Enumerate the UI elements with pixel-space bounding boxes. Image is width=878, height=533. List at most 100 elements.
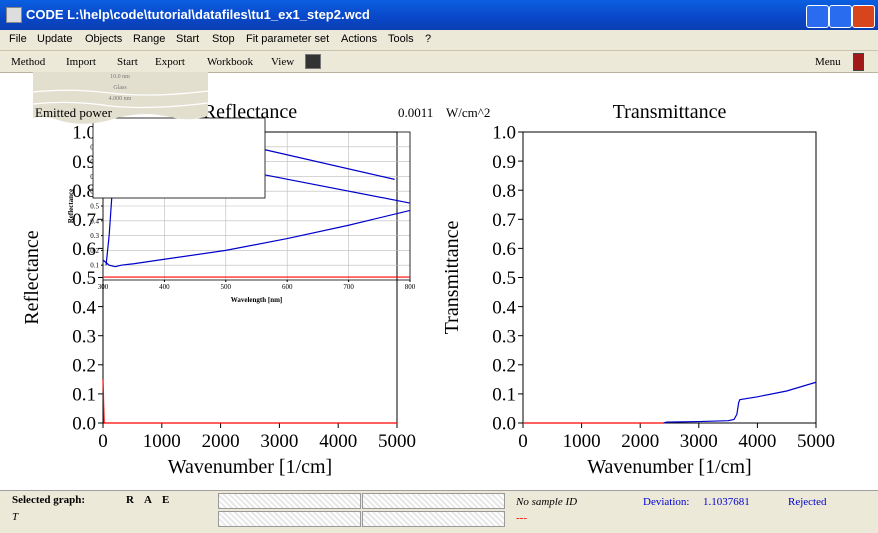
x-axis-label: Wavelength [nm] <box>231 296 283 304</box>
x-tick-label: 400 <box>159 283 170 291</box>
menu-item[interactable]: Actions <box>341 33 378 45</box>
layer-stack <box>33 72 208 124</box>
sample-id: No sample ID <box>516 496 578 508</box>
x-tick-label: 3000 <box>260 431 298 452</box>
overlay-box <box>92 117 266 199</box>
y-tick-label: 0.9 <box>492 152 516 173</box>
y-tick-label: 0.2 <box>72 355 96 376</box>
x-tick-label: 0 <box>518 431 528 452</box>
dashes: --- <box>516 512 527 524</box>
x-tick-label: 4000 <box>319 431 357 452</box>
y-tick-label: 0.8 <box>492 181 516 202</box>
y-tick-label: 1.0 <box>492 123 516 144</box>
menu-icon[interactable] <box>853 53 864 71</box>
close-button[interactable] <box>852 5 875 28</box>
y-tick-label: 0.3 <box>72 326 96 347</box>
view-icon[interactable] <box>305 54 321 69</box>
layer-label: 10.0 nm <box>110 74 130 80</box>
y-axis-label: Transmittance <box>441 221 463 335</box>
scrollbar[interactable] <box>362 511 505 527</box>
y-tick-label: 0.3 <box>492 326 516 347</box>
toolbar-button[interactable]: Menu <box>815 56 841 68</box>
x-tick-label: 700 <box>343 283 354 291</box>
toolbar-button[interactable]: Import <box>66 56 96 68</box>
layer-wave <box>32 89 209 96</box>
selected-label: Selected graph: <box>12 494 86 506</box>
y-tick-label: 0.3 <box>90 232 99 240</box>
menu-item[interactable]: ? <box>425 33 432 45</box>
transmittance-plot: 0.0 0.1 0.2 0.3 0.4 0.5 0.6 0.7 0.8 0.9 1.0 0 1000 20… <box>441 101 835 478</box>
y-tick-label: 1.0 <box>72 123 96 144</box>
fit-result: Rejected <box>788 496 827 508</box>
x-tick-label: 2000 <box>202 431 240 452</box>
y-tick-label: 0.5 <box>72 268 96 289</box>
plot-title: Transmittance <box>613 101 727 123</box>
reflectance-plot: 0.0 0.1 0.2 0.3 0.4 0.5 0.6 0.7 0.8 0.9 1.0 0 1000 20… <box>21 101 416 478</box>
data-line <box>264 174 411 204</box>
x-tick-label: 500 <box>221 283 232 291</box>
x-tick-label: 1000 <box>563 431 601 452</box>
menu-item[interactable]: Stop <box>212 33 235 45</box>
minimize-button[interactable] <box>806 5 829 28</box>
y-tick-label: 0.1 <box>90 262 99 270</box>
toolbar <box>0 51 878 73</box>
toolbar-button[interactable]: Export <box>155 56 185 68</box>
y-tick-label: 0.2 <box>90 247 99 255</box>
y-tick-label: 0.7 <box>72 210 96 231</box>
scrollbar[interactable] <box>218 493 361 509</box>
toolbar-button[interactable]: Method <box>11 56 46 68</box>
x-tick-label: 1000 <box>143 431 181 452</box>
x-tick-label: 800 <box>405 283 416 291</box>
y-tick-label: 0.6 <box>492 239 516 260</box>
y-tick-label: 0.0 <box>72 414 96 435</box>
y-tick-label: 0.5 <box>90 202 99 210</box>
menu-item[interactable]: Range <box>133 33 166 45</box>
menu-item[interactable]: Fit parameter set <box>246 33 330 45</box>
deviation-value: 1.1037681 <box>703 496 750 508</box>
layer-label: Glass <box>113 85 127 91</box>
menu-item[interactable]: Tools <box>388 33 414 45</box>
layer-wave <box>32 101 209 109</box>
x-tick-label: 2000 <box>621 431 659 452</box>
x-tick-label: 5000 <box>378 431 416 452</box>
y-tick-label: 0.1 <box>72 385 96 406</box>
current-graph: T <box>12 511 19 523</box>
menu-item[interactable]: Update <box>37 33 73 45</box>
toolbar-button[interactable]: Workbook <box>207 56 254 68</box>
menu-bar <box>0 30 878 51</box>
emitted-power-value: 0.0011 <box>398 105 433 120</box>
y-tick-label: 0.9 <box>72 152 96 173</box>
y-axis-label: Reflectance <box>21 230 43 324</box>
menu-item[interactable]: Start <box>176 33 200 45</box>
emitted-power-label: Emitted power <box>35 105 113 120</box>
app-icon <box>6 7 22 23</box>
x-tick-label: 300 <box>98 283 109 291</box>
toolbar-button[interactable]: Start <box>117 56 138 68</box>
graph-selector[interactable]: A <box>144 494 152 506</box>
x-axis-label: Wavenumber [1/cm] <box>587 456 751 478</box>
x-tick-label: 3000 <box>680 431 718 452</box>
menu-item[interactable]: Objects <box>85 33 123 45</box>
graph-selector[interactable]: E <box>162 494 170 506</box>
layer-label: 4.000 nm <box>109 96 132 102</box>
x-tick-label: 0 <box>98 431 108 452</box>
y-tick-label: 0.4 <box>492 297 516 318</box>
y-tick-label: 0.5 <box>492 268 516 289</box>
y-tick-label: 0.2 <box>492 355 516 376</box>
y-tick-label: 0.4 <box>90 217 99 225</box>
y-tick-label: 0.7 <box>492 210 516 231</box>
toolbar-button[interactable]: View <box>271 56 295 68</box>
scrollbar[interactable] <box>218 511 361 527</box>
y-axis-label: Reflectance <box>67 189 75 224</box>
data-line <box>663 381 817 424</box>
x-tick-label: 5000 <box>797 431 835 452</box>
scrollbar[interactable] <box>362 493 505 509</box>
graph-selector[interactable]: R <box>126 494 134 506</box>
y-tick-label: 0.8 <box>72 181 96 202</box>
plot-area: 0.0 0.1 0.2 0.3 0.4 0.5 0.6 0.7 0.8 0.9 1.0 0 1000 20… <box>21 72 835 478</box>
menu-item[interactable]: File <box>9 33 27 45</box>
maximize-button[interactable] <box>829 5 852 28</box>
plot-title: Reflectance <box>203 101 297 123</box>
deviation-label: Deviation: <box>643 496 690 508</box>
